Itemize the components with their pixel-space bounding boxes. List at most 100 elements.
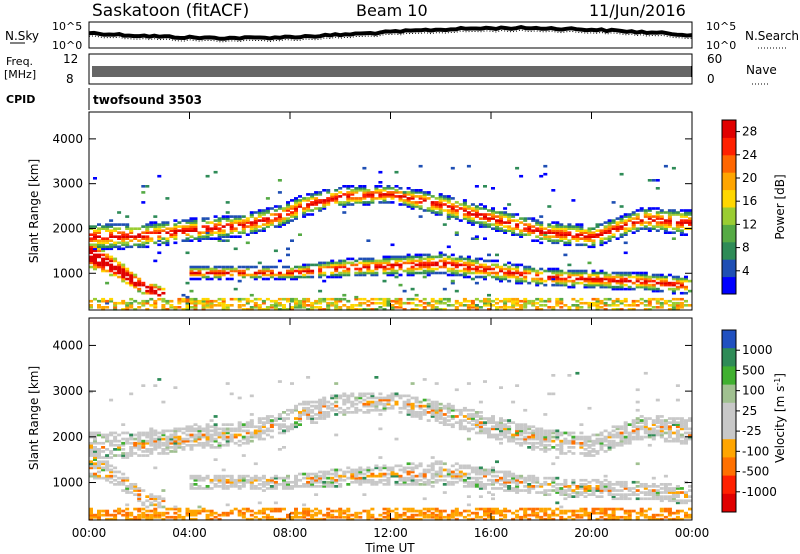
heatmap-cell bbox=[434, 513, 439, 517]
heatmap-cell bbox=[282, 265, 286, 269]
heatmap-cell bbox=[563, 243, 568, 247]
heatmap-cell bbox=[265, 515, 270, 519]
heatmap-cell bbox=[619, 277, 624, 281]
heatmap-cell bbox=[109, 450, 114, 453]
heatmap-cell bbox=[257, 433, 262, 437]
heatmap-cell bbox=[245, 437, 250, 441]
heatmap-cell bbox=[370, 199, 375, 202]
heatmap-cell bbox=[394, 271, 399, 275]
heatmap-cell bbox=[133, 485, 138, 488]
heatmap-cell bbox=[487, 271, 491, 275]
heatmap-cell bbox=[153, 466, 158, 470]
heatmap-cell bbox=[141, 454, 146, 457]
heatmap-cell bbox=[193, 308, 198, 311]
heatmap-cell bbox=[547, 392, 552, 396]
heatmap-cell bbox=[233, 267, 238, 271]
heatmap-cell bbox=[446, 297, 451, 301]
heatmap-cell bbox=[334, 382, 339, 385]
heatmap-cell bbox=[478, 429, 483, 433]
heatmap-cell bbox=[406, 199, 411, 202]
heatmap-cell bbox=[149, 297, 154, 301]
heatmap-cell bbox=[450, 415, 455, 418]
heatmap-cell bbox=[539, 299, 544, 303]
heatmap-cell bbox=[374, 263, 379, 267]
heatmap-cell bbox=[386, 400, 391, 404]
heatmap-cell bbox=[507, 437, 512, 441]
heatmap-cell bbox=[185, 306, 190, 309]
heatmap-cell bbox=[406, 253, 411, 257]
heatmap-cell bbox=[294, 297, 298, 301]
heatmap-cell bbox=[442, 413, 447, 416]
heatmap-cell bbox=[515, 433, 520, 437]
heatmap-cell bbox=[503, 472, 508, 476]
heatmap-cell bbox=[426, 509, 431, 513]
heatmap-cell bbox=[462, 419, 467, 422]
heatmap-cell bbox=[165, 223, 170, 226]
heatmap-cell bbox=[201, 267, 206, 271]
heatmap-cell bbox=[318, 273, 323, 277]
heatmap-cell bbox=[354, 470, 359, 474]
heatmap-cell bbox=[535, 437, 540, 441]
heatmap-cell bbox=[426, 255, 431, 259]
heatmap-cell bbox=[507, 421, 512, 424]
heatmap-cell bbox=[157, 452, 162, 455]
heatmap-cell bbox=[101, 513, 106, 517]
heatmap-cell bbox=[105, 301, 110, 305]
heatmap-cell bbox=[125, 513, 130, 517]
heatmap-cell bbox=[326, 470, 331, 474]
heatmap-cell bbox=[145, 515, 150, 519]
heatmap-cell bbox=[125, 245, 130, 249]
heatmap-cell bbox=[101, 243, 106, 247]
heatmap-cell bbox=[470, 217, 475, 220]
heatmap-cell bbox=[679, 281, 684, 285]
heatmap-cell bbox=[290, 306, 294, 309]
heatmap-cell bbox=[599, 277, 604, 281]
heatmap-cell bbox=[101, 308, 106, 311]
heatmap-cell bbox=[675, 301, 680, 305]
heatmap-cell bbox=[378, 189, 383, 192]
heatmap-cell bbox=[398, 474, 403, 478]
heatmap-cell bbox=[539, 509, 544, 513]
heatmap-cell bbox=[422, 191, 427, 194]
heatmap-cell bbox=[386, 406, 391, 410]
heatmap-cell bbox=[141, 513, 146, 517]
heatmap-cell bbox=[225, 437, 230, 441]
heatmap-cell bbox=[241, 474, 246, 478]
heatmap-cell bbox=[334, 263, 339, 267]
heatmap-cell bbox=[398, 259, 403, 263]
heatmap-cell bbox=[241, 513, 246, 517]
heatmap-cell bbox=[474, 267, 479, 271]
heatmap-cell bbox=[599, 231, 604, 234]
heatmap-cell bbox=[374, 265, 379, 269]
heatmap-cell bbox=[418, 400, 423, 404]
heatmap-cell bbox=[599, 285, 604, 289]
heatmap-cell bbox=[193, 513, 198, 517]
heatmap-cell bbox=[189, 221, 194, 224]
heatmap-cell bbox=[519, 235, 524, 238]
heatmap-cell bbox=[450, 215, 455, 218]
heatmap-cell bbox=[342, 470, 347, 474]
heatmap-cell bbox=[615, 271, 620, 275]
heatmap-cell bbox=[302, 472, 307, 476]
heatmap-cell bbox=[631, 221, 636, 224]
heatmap-cell bbox=[651, 215, 656, 218]
heatmap-cell bbox=[362, 197, 367, 200]
heatmap-cell bbox=[394, 261, 399, 265]
heatmap-cell bbox=[430, 406, 435, 410]
heatmap-cell bbox=[314, 193, 319, 196]
heatmap-cell bbox=[406, 413, 411, 416]
heatmap-cell bbox=[527, 217, 532, 220]
heatmap-cell bbox=[487, 515, 491, 519]
heatmap-cell bbox=[575, 515, 580, 519]
heatmap-cell bbox=[322, 189, 327, 192]
heatmap-cell bbox=[370, 400, 375, 404]
heatmap-cell bbox=[663, 301, 668, 305]
heatmap-cell bbox=[635, 271, 640, 275]
heatmap-cell bbox=[446, 411, 451, 414]
heatmap-cell bbox=[346, 271, 351, 275]
heatmap-cell bbox=[491, 425, 495, 429]
heatmap-cell bbox=[318, 199, 323, 202]
heatmap-cell bbox=[474, 275, 479, 279]
heatmap-cell bbox=[153, 507, 158, 511]
heatmap-cell bbox=[330, 297, 335, 301]
